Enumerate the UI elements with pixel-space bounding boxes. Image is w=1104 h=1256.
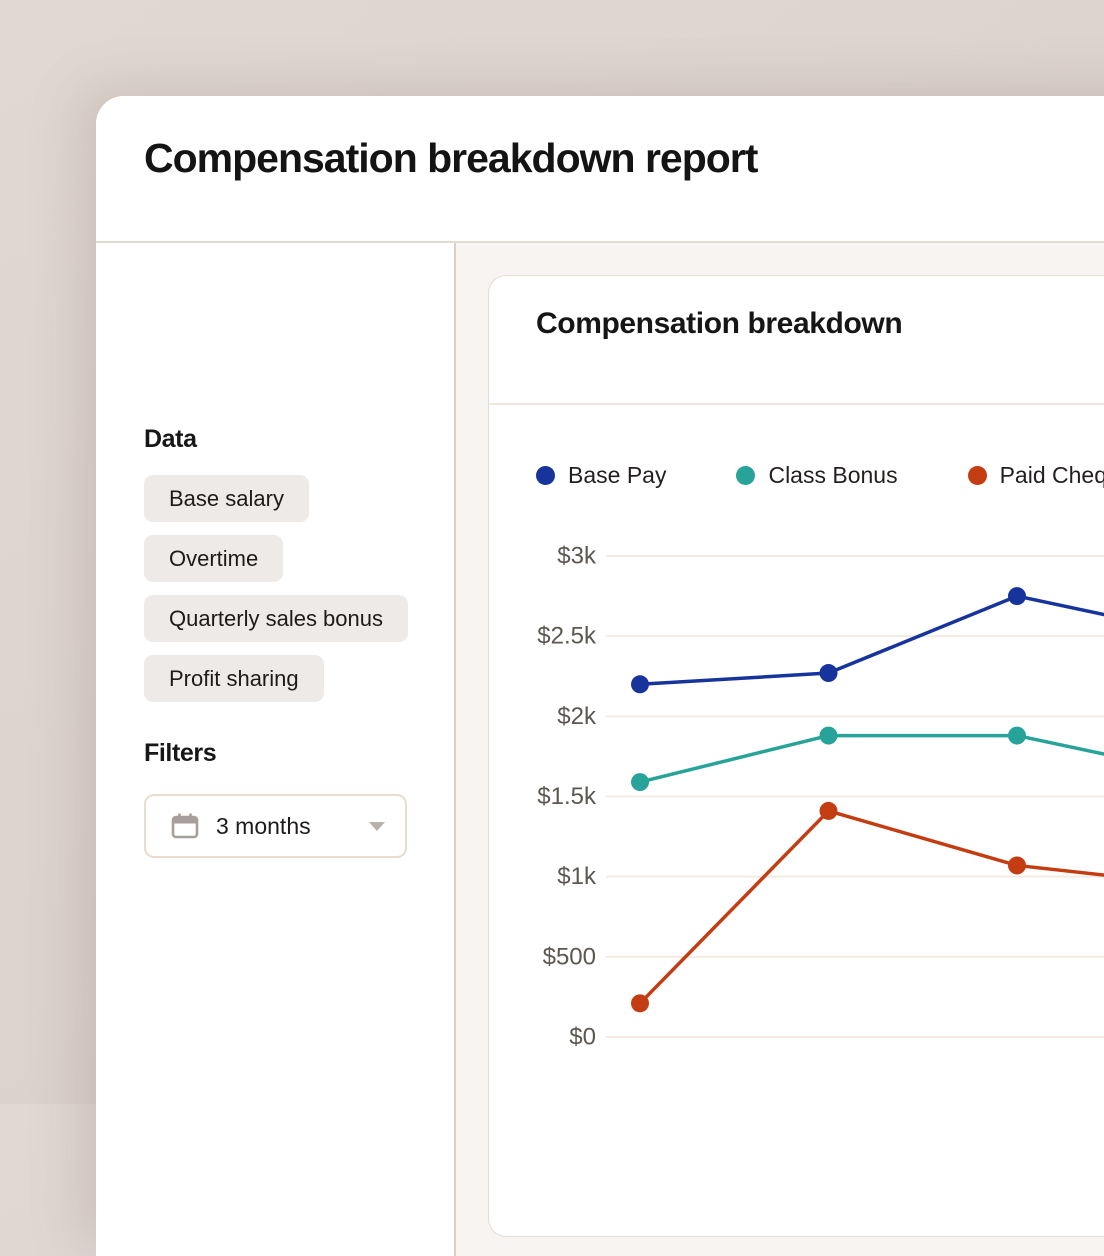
legend-item: Class Bonus bbox=[736, 462, 898, 489]
data-point[interactable] bbox=[631, 994, 649, 1013]
y-axis-tick-label: $3k bbox=[557, 543, 597, 570]
main-content: Compensation breakdown Base Pay Class Bon… bbox=[456, 243, 1104, 1256]
chart-card: Compensation breakdown Base Pay Class Bon… bbox=[488, 275, 1104, 1237]
data-chip[interactable]: Overtime bbox=[144, 535, 284, 582]
series-line bbox=[639, 733, 1104, 784]
data-chip[interactable]: Quarterly sales bonus bbox=[144, 595, 408, 642]
legend-label: Paid Cheque bbox=[999, 462, 1104, 488]
data-point[interactable] bbox=[631, 773, 649, 792]
data-point[interactable] bbox=[819, 664, 838, 683]
data-point[interactable] bbox=[631, 675, 649, 694]
sidebar: Data Base salary Overtime Quarterly sales … bbox=[96, 243, 456, 1256]
legend-label: Class Bonus bbox=[768, 462, 898, 488]
y-axis-tick-label: $0 bbox=[569, 1024, 596, 1051]
timeframe-dropdown-value: 3 months bbox=[216, 812, 311, 839]
data-chip-list: Base salary Overtime Quarterly sales bonus… bbox=[144, 475, 408, 702]
legend-item: Paid Cheque bbox=[967, 462, 1104, 489]
legend-dot-icon bbox=[536, 466, 555, 485]
app-window: Compensation breakdown report Data Base … bbox=[96, 96, 1104, 1256]
series-line bbox=[638, 809, 1104, 1005]
y-axis-tick-label: $1.5k bbox=[537, 783, 597, 810]
data-chip[interactable]: Profit sharing bbox=[144, 655, 324, 702]
app-header: Compensation breakdown report bbox=[96, 96, 1104, 243]
y-axis-tick-label: $2k bbox=[557, 703, 597, 730]
legend-item: Base Pay bbox=[536, 462, 666, 489]
caret-down-icon bbox=[369, 821, 385, 831]
y-axis-tick-label: $1k bbox=[557, 863, 597, 890]
legend-dot-icon bbox=[967, 466, 987, 485]
timeframe-dropdown[interactable]: 3 months bbox=[144, 794, 407, 858]
data-section-heading: Data bbox=[144, 425, 197, 453]
chart-canvas: $3k $2.5k $2k $1.5k $1k $500 $0 bbox=[537, 543, 1104, 1051]
chart-card-header: Compensation breakdown bbox=[489, 276, 1104, 405]
chart-legend: Base Pay Class Bonus Paid Cheque bbox=[536, 462, 1104, 489]
data-point[interactable] bbox=[1008, 587, 1026, 606]
y-axis-tick-label: $500 bbox=[543, 943, 596, 970]
filters-section-heading: Filters bbox=[144, 739, 217, 767]
page-title: Compensation breakdown report bbox=[144, 135, 758, 181]
calendar-icon bbox=[171, 813, 199, 839]
data-chip[interactable]: Base salary bbox=[144, 475, 309, 522]
legend-dot-icon bbox=[736, 466, 756, 485]
y-axis-tick-label: $2.5k bbox=[537, 623, 597, 650]
data-point[interactable] bbox=[1008, 726, 1026, 745]
series-line bbox=[639, 594, 1104, 687]
chart-title: Compensation breakdown bbox=[536, 307, 903, 340]
data-point[interactable] bbox=[819, 801, 838, 820]
legend-label: Base Pay bbox=[568, 462, 667, 488]
data-point[interactable] bbox=[819, 726, 838, 745]
data-point[interactable] bbox=[1008, 856, 1026, 875]
